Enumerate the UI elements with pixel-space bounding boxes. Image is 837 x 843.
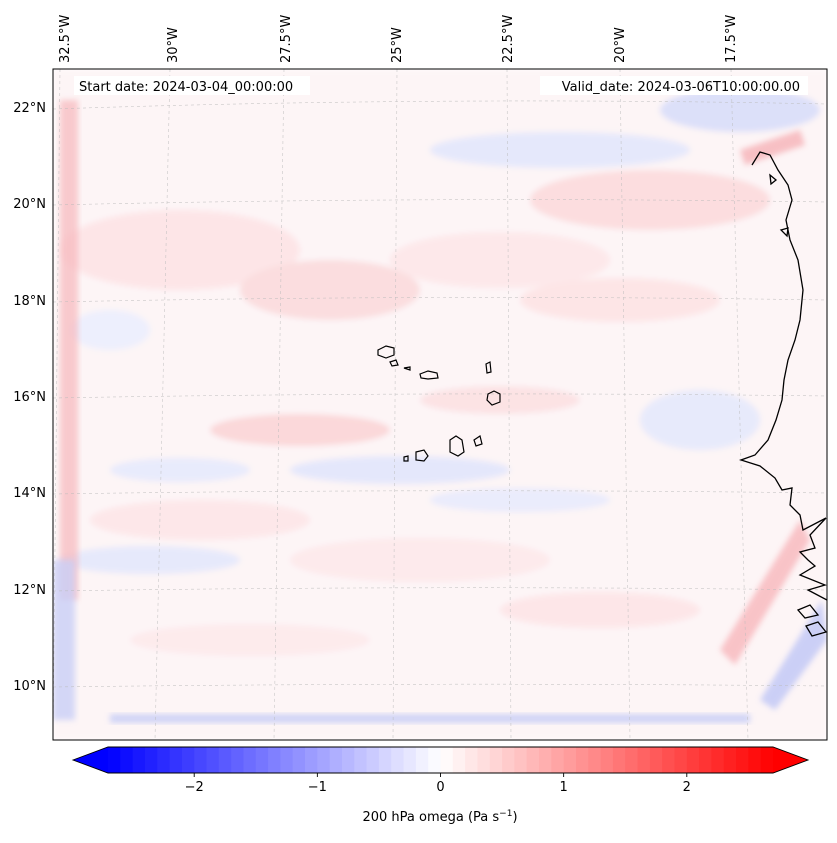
graticule bbox=[53, 69, 827, 740]
colorbar-segment bbox=[575, 747, 589, 773]
lat-tick-label: 18°N bbox=[13, 294, 46, 309]
colorbar-segment bbox=[391, 747, 405, 773]
colorbar-segment bbox=[637, 747, 651, 773]
valid-date-label: Valid_date: 2024-03-06T10:00:00.00 bbox=[562, 80, 800, 95]
lon-tick-label: 17.5°W bbox=[724, 15, 739, 63]
colorbar-segment bbox=[686, 747, 700, 773]
colorbar-segment bbox=[649, 747, 663, 773]
colorbar-segment bbox=[194, 747, 208, 773]
colorbar-segment bbox=[231, 747, 245, 773]
colorbar-segment bbox=[748, 747, 762, 773]
lat-tick-label: 22°N bbox=[13, 101, 46, 116]
colorbar-segment bbox=[563, 747, 577, 773]
longitude-tick-labels: 32.5°W 30°W 27.5°W 25°W 22.5°W 20°W 17.5… bbox=[58, 15, 739, 63]
colorbar-segment bbox=[711, 747, 725, 773]
colorbar-segment bbox=[329, 747, 343, 773]
colorbar: −2 −1 0 1 2 200 hPa omega (Pa s−1) bbox=[71, 746, 810, 825]
lon-tick-label: 25°W bbox=[390, 27, 405, 63]
colorbar-tick-label: 2 bbox=[683, 780, 691, 795]
colorbar-segment bbox=[157, 747, 171, 773]
colorbar-segment bbox=[181, 747, 195, 773]
lon-tick-label: 20°W bbox=[613, 27, 628, 63]
colorbar-outline bbox=[71, 746, 810, 774]
cape-verde-islands bbox=[377, 345, 501, 462]
colorbar-segment bbox=[280, 747, 294, 773]
colorbar-segment bbox=[403, 747, 417, 773]
colorbar-segment bbox=[551, 747, 565, 773]
lat-tick-label: 16°N bbox=[13, 390, 46, 405]
colorbar-segment bbox=[662, 747, 676, 773]
colorbar-segment bbox=[341, 747, 355, 773]
colorbar-segment bbox=[723, 747, 737, 773]
lat-tick-label: 10°N bbox=[13, 679, 46, 694]
colorbar-max-extend bbox=[773, 747, 808, 773]
colorbar-segment bbox=[206, 747, 220, 773]
colorbar-segment bbox=[255, 747, 269, 773]
lat-tick-label: 14°N bbox=[13, 486, 46, 501]
colorbar-segment bbox=[489, 747, 503, 773]
colorbar-segment bbox=[317, 747, 331, 773]
colorbar-segment bbox=[428, 747, 442, 773]
omega-field bbox=[53, 69, 827, 740]
latitude-tick-labels: 22°N 20°N 18°N 16°N 14°N 12°N 10°N bbox=[13, 101, 46, 694]
colorbar-segment bbox=[465, 747, 479, 773]
colorbar-segment bbox=[415, 747, 429, 773]
colorbar-segment bbox=[452, 747, 466, 773]
start-date-box bbox=[74, 76, 310, 95]
lat-tick-label: 20°N bbox=[13, 197, 46, 212]
colorbar-tick-label: −1 bbox=[308, 780, 327, 795]
colorbar-segment bbox=[526, 747, 540, 773]
colorbar-tick-label: −2 bbox=[185, 780, 204, 795]
colorbar-tick-label: 1 bbox=[560, 780, 568, 795]
colorbar-segment bbox=[169, 747, 183, 773]
colorbar-segment bbox=[502, 747, 515, 773]
colorbar-segment bbox=[699, 747, 713, 773]
colorbar-segment bbox=[539, 747, 552, 773]
colorbar-segment bbox=[243, 747, 257, 773]
colorbar-segment bbox=[588, 747, 602, 773]
colorbar-segment bbox=[612, 747, 626, 773]
lat-tick-label: 12°N bbox=[13, 583, 46, 598]
colorbar-segment bbox=[477, 747, 491, 773]
start-date-label: Start date: 2024-03-04_00:00:00 bbox=[79, 80, 293, 95]
colorbar-segment bbox=[305, 747, 318, 773]
colorbar-segment bbox=[625, 747, 639, 773]
colorbar-segment bbox=[736, 747, 749, 773]
lon-tick-label: 30°W bbox=[166, 27, 181, 63]
lon-tick-label: 27.5°W bbox=[279, 15, 294, 63]
colorbar-segment bbox=[120, 747, 134, 773]
colorbar-segment bbox=[514, 747, 528, 773]
colorbar-segment bbox=[268, 747, 282, 773]
lon-tick-label: 22.5°W bbox=[501, 15, 516, 63]
colorbar-ticks: −2 −1 0 1 2 bbox=[185, 773, 691, 795]
valid-date-box bbox=[540, 76, 808, 95]
colorbar-segment bbox=[440, 747, 454, 773]
coastline bbox=[738, 151, 827, 637]
colorbar-segment bbox=[674, 747, 688, 773]
colorbar-segment bbox=[144, 747, 158, 773]
colorbar-segment bbox=[366, 747, 380, 773]
colorbar-label: 200 hPa omega (Pa s−1) bbox=[362, 809, 517, 825]
colorbar-segment bbox=[600, 747, 614, 773]
colorbar-segment bbox=[354, 747, 368, 773]
colorbar-segment bbox=[132, 747, 146, 773]
lon-tick-label: 32.5°W bbox=[58, 15, 73, 63]
colorbar-min-extend bbox=[73, 747, 108, 773]
colorbar-segments bbox=[108, 747, 774, 773]
colorbar-segment bbox=[378, 747, 392, 773]
colorbar-segment bbox=[218, 747, 232, 773]
colorbar-segment bbox=[292, 747, 306, 773]
colorbar-segment bbox=[760, 747, 774, 773]
colorbar-tick-label: 0 bbox=[436, 780, 444, 795]
map-frame bbox=[52, 68, 828, 741]
colorbar-segment bbox=[108, 747, 121, 773]
